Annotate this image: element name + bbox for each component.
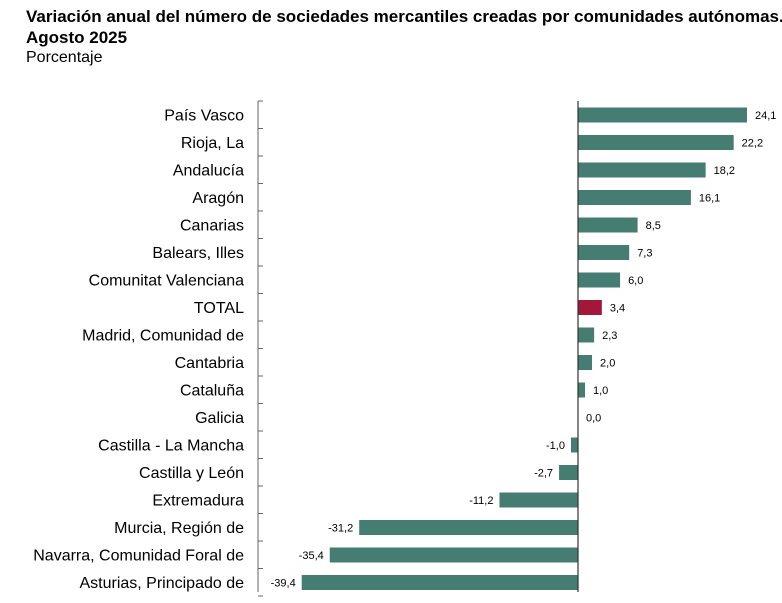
category-label: Galicia: [195, 410, 244, 427]
bar: [578, 272, 621, 288]
value-label: 8,5: [646, 220, 661, 232]
bar: [578, 245, 630, 260]
category-label: TOTAL: [194, 300, 244, 317]
bar: [559, 465, 578, 480]
chart-title: Variación anual del número de sociedades…: [26, 7, 782, 26]
value-label: -11,2: [469, 495, 493, 507]
category-label: Extremadura: [152, 493, 244, 510]
category-label: Navarra, Comunidad Foral de: [33, 548, 244, 565]
value-label: 22,2: [742, 138, 763, 150]
category-label: Comunitat Valenciana: [89, 273, 244, 290]
category-label: Murcia, Región de: [114, 520, 244, 537]
value-label: 1,0: [593, 385, 608, 397]
bar: [301, 575, 578, 590]
value-label: 0,0: [586, 413, 601, 425]
category-label: Canarias: [180, 218, 244, 235]
bar: [578, 327, 595, 343]
value-label: -35,4: [299, 550, 324, 562]
category-label: Andalucía: [173, 163, 244, 180]
value-label: 2,0: [600, 358, 615, 370]
chart-title-block: Variación anual del número de sociedades…: [26, 6, 782, 68]
value-label: -39,4: [271, 578, 296, 590]
bar: [499, 492, 578, 508]
value-label: 3,4: [610, 303, 625, 315]
category-label: Rioja, La: [181, 135, 244, 152]
bar-total: [578, 300, 602, 315]
bar: [578, 107, 747, 123]
category-label: Balears, Illes: [152, 245, 244, 262]
chart-subtitle: Porcentaje: [26, 49, 103, 66]
value-label: 2,3: [602, 330, 617, 342]
value-label: -2,7: [534, 468, 553, 480]
category-label: Aragón: [192, 190, 244, 207]
category-label: Asturias, Principado de: [79, 575, 244, 592]
bar: [570, 437, 578, 453]
category-label: País Vasco: [164, 108, 244, 125]
value-label: -1,0: [546, 440, 565, 452]
category-label: Cantabria: [175, 355, 244, 372]
category-label: Castilla - La Mancha: [98, 438, 244, 455]
value-label: 18,2: [714, 165, 735, 177]
value-label: 7,3: [637, 248, 652, 260]
value-label: 6,0: [628, 275, 643, 287]
bar: [578, 162, 706, 178]
bar: [578, 355, 593, 370]
bar: [578, 382, 586, 398]
bar: [359, 520, 578, 535]
bar: [578, 190, 691, 205]
category-label: Castilla y León: [139, 465, 244, 482]
bar: [578, 135, 734, 150]
bar: [578, 217, 638, 233]
category-label: Cataluña: [180, 383, 244, 400]
bar: [329, 547, 578, 563]
value-label: 16,1: [699, 193, 720, 205]
value-label: 24,1: [755, 110, 776, 122]
chart-title-date: Agosto 2025: [26, 28, 128, 47]
category-label: Madrid, Comunidad de: [82, 328, 244, 345]
value-label: -31,2: [328, 523, 353, 535]
